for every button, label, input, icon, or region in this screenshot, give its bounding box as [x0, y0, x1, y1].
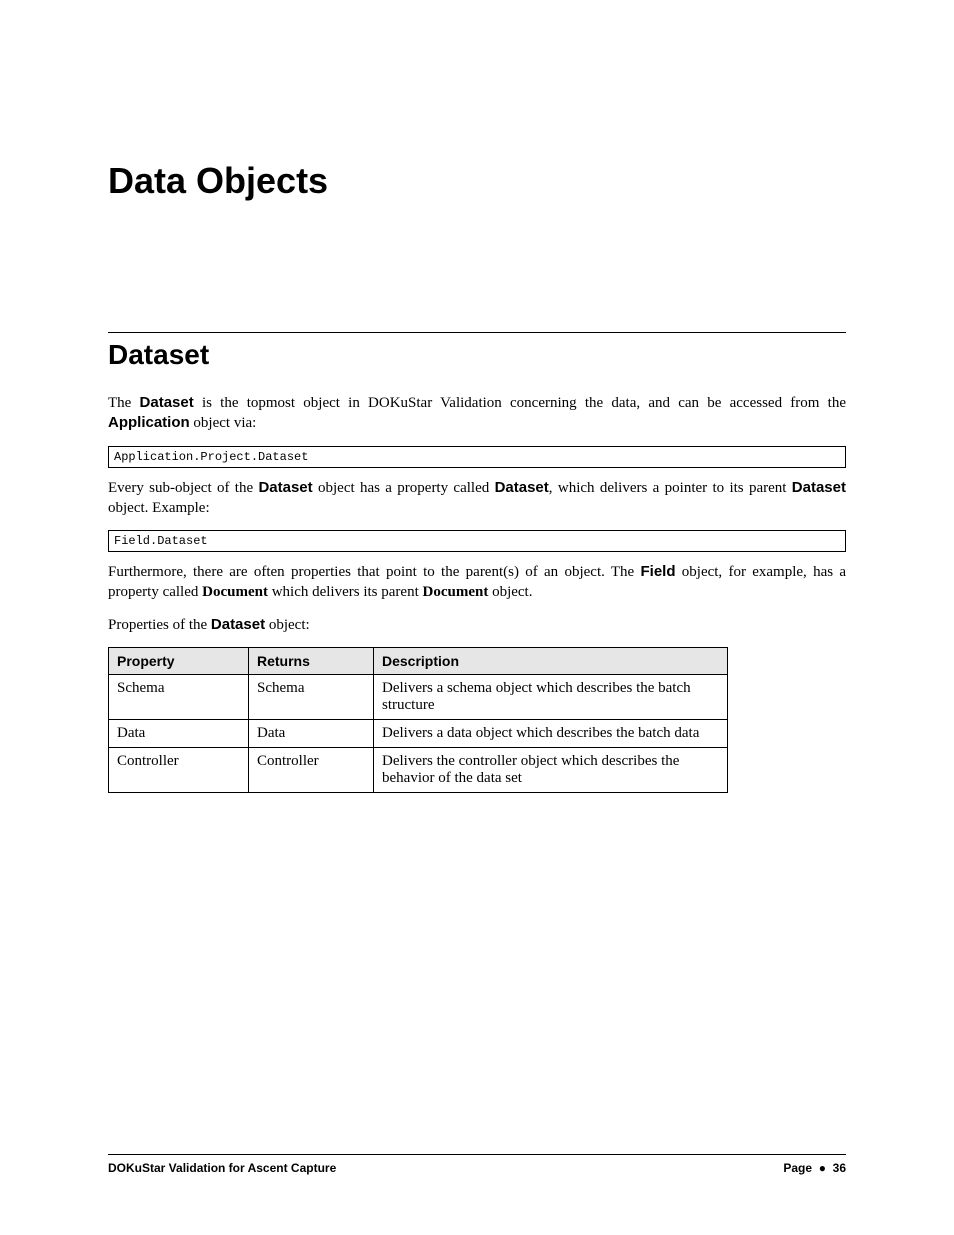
text: Furthermore, there are often properties …	[108, 564, 640, 580]
text: object. Example:	[108, 500, 210, 516]
text: object has a property called	[313, 480, 495, 496]
cell-description: Delivers the controller object which des…	[374, 747, 728, 792]
code-block-2: Field.Dataset	[108, 530, 846, 552]
text: Every sub-object of the	[108, 480, 258, 496]
table-row: Data Data Delivers a data object which d…	[109, 719, 728, 747]
footer-doc-title: DOKuStar Validation for Ascent Capture	[108, 1161, 336, 1175]
intro-paragraph-2: Every sub-object of the Dataset object h…	[108, 478, 846, 519]
intro-paragraph-3: Furthermore, there are often properties …	[108, 562, 846, 603]
cell-description: Delivers a data object which describes t…	[374, 719, 728, 747]
table-header-row: Property Returns Description	[109, 647, 728, 674]
text: is the topmost object in DOKuStar Valida…	[194, 395, 846, 411]
cell-description: Delivers a schema object which describes…	[374, 674, 728, 719]
cell-property: Data	[109, 719, 249, 747]
text: which delivers its parent	[268, 584, 423, 600]
bold-term: Dataset	[258, 479, 312, 496]
table-intro: Properties of the Dataset object:	[108, 615, 846, 635]
section-title: Dataset	[108, 339, 846, 371]
text: Properties of the	[108, 617, 211, 633]
bold-term: Field	[640, 563, 675, 580]
text: object via:	[190, 415, 257, 431]
bullet-icon: ●	[819, 1161, 826, 1175]
bold-term: Document	[202, 584, 268, 600]
header-description: Description	[374, 647, 728, 674]
footer-page-label: Page	[783, 1161, 812, 1175]
cell-property: Controller	[109, 747, 249, 792]
cell-returns: Data	[249, 719, 374, 747]
bold-term: Application	[108, 414, 190, 431]
properties-table: Property Returns Description Schema Sche…	[108, 647, 728, 793]
footer-page-number: 36	[833, 1161, 846, 1175]
intro-paragraph-1: The Dataset is the topmost object in DOK…	[108, 393, 846, 434]
bold-term: Dataset	[792, 479, 846, 496]
header-returns: Returns	[249, 647, 374, 674]
cell-property: Schema	[109, 674, 249, 719]
page-footer: DOKuStar Validation for Ascent Capture P…	[108, 1154, 846, 1175]
code-block-1: Application.Project.Dataset	[108, 446, 846, 468]
header-property: Property	[109, 647, 249, 674]
bold-term: Dataset	[211, 616, 265, 633]
bold-term: Dataset	[140, 394, 194, 411]
text: , which delivers a pointer to its parent	[549, 480, 792, 496]
table-row: Schema Schema Delivers a schema object w…	[109, 674, 728, 719]
cell-returns: Schema	[249, 674, 374, 719]
text: object:	[265, 617, 310, 633]
footer-page: Page ● 36	[783, 1161, 846, 1175]
text: The	[108, 395, 140, 411]
chapter-title: Data Objects	[108, 160, 846, 202]
cell-returns: Controller	[249, 747, 374, 792]
document-page: Data Objects Dataset The Dataset is the …	[0, 0, 954, 1235]
bold-term: Document	[423, 584, 489, 600]
text: object.	[488, 584, 532, 600]
bold-term: Dataset	[495, 479, 549, 496]
table-row: Controller Controller Delivers the contr…	[109, 747, 728, 792]
section-rule	[108, 332, 846, 333]
